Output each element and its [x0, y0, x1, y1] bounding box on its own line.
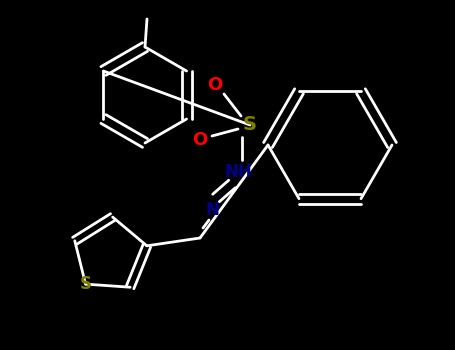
- Text: NH: NH: [224, 163, 252, 181]
- Text: O: O: [192, 131, 207, 149]
- Text: S: S: [80, 275, 91, 293]
- Text: O: O: [207, 76, 222, 94]
- Text: S: S: [243, 116, 257, 134]
- Text: N: N: [205, 201, 219, 219]
